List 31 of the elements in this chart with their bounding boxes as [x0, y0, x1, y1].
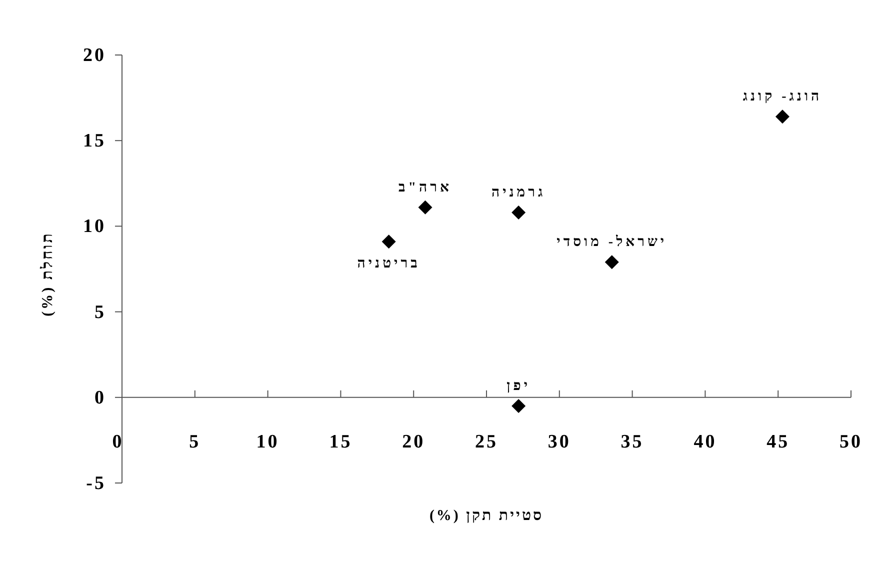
point — [604, 255, 619, 270]
y-tick-label: 5 — [94, 302, 106, 323]
y-tick-label: 15 — [83, 130, 106, 152]
x-tick-label: 50 — [840, 431, 862, 452]
x-tick-label: 35 — [620, 431, 644, 452]
x-tick-label: 0 — [112, 431, 124, 452]
y-tick-label: 20 — [83, 45, 106, 66]
annotation: הונג- קונג — [742, 90, 822, 105]
point — [418, 200, 432, 214]
y-axis-title: תוחלת (%) — [39, 232, 56, 316]
x-tick-label: 45 — [766, 431, 790, 452]
point — [512, 398, 526, 413]
x-tick-label: 40 — [694, 431, 717, 452]
x-tick-label: 15 — [329, 431, 352, 452]
annotation: גרמניה — [492, 186, 546, 201]
y-tick-label: 0 — [94, 387, 106, 408]
annotation: בריטניה — [357, 256, 420, 272]
annotation: ישראל- מוסדי — [556, 234, 668, 250]
y-tick-label: 10 — [83, 216, 106, 238]
x-tick-label: 30 — [548, 431, 571, 452]
annotation: יפן — [506, 378, 531, 394]
point — [382, 234, 396, 249]
x-axis-title: סטיית תקן (%) — [429, 508, 544, 524]
point — [775, 110, 790, 124]
x-tick-label: 5 — [189, 431, 201, 452]
x-tick-label: 20 — [402, 431, 426, 452]
y-tick-label: -5 — [86, 473, 106, 494]
annotation: ארה"ב — [398, 180, 452, 196]
point — [512, 206, 526, 220]
x-tick-label: 25 — [475, 431, 498, 452]
x-tick-label: 10 — [256, 431, 280, 452]
